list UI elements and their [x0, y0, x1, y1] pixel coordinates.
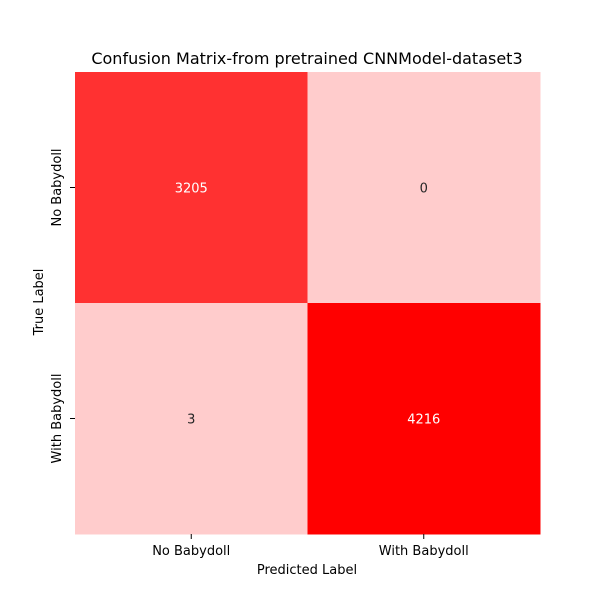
x-tick-label-1: With Babydoll	[379, 544, 469, 559]
heatmap-cell-r0-c0	[75, 72, 308, 304]
y-axis-title: True Label	[32, 269, 47, 337]
heatmap-cell-r0-c1	[307, 72, 541, 304]
x-tick-label-0: No Babydoll	[152, 544, 230, 559]
axis-ticks	[70, 187, 425, 539]
x-axis-title: Predicted Label	[257, 563, 357, 578]
heatmap-cell-label-r1-c0: 3	[187, 413, 195, 428]
heatmap-cell-r1-c1	[307, 303, 541, 535]
heatmap-cell-r1-c0	[75, 303, 308, 535]
heatmap-cell-labels: 3205 0 3 4216	[175, 182, 441, 428]
heatmap-cell-label-r0-c1: 0	[420, 182, 428, 197]
heatmap-cell-label-r1-c1: 4216	[407, 413, 440, 428]
heatmap-cell-label-r0-c0: 3205	[175, 182, 208, 197]
heatmap-cells	[75, 72, 541, 535]
chart-title: Confusion Matrix-from pretrained CNNMode…	[91, 49, 522, 68]
y-tick-label-1: With Babydoll	[50, 374, 65, 464]
y-tick-label-0: No Babydoll	[50, 148, 65, 226]
axis-tick-labels: No Babydoll With Babydoll No Babydoll With …	[50, 148, 469, 559]
